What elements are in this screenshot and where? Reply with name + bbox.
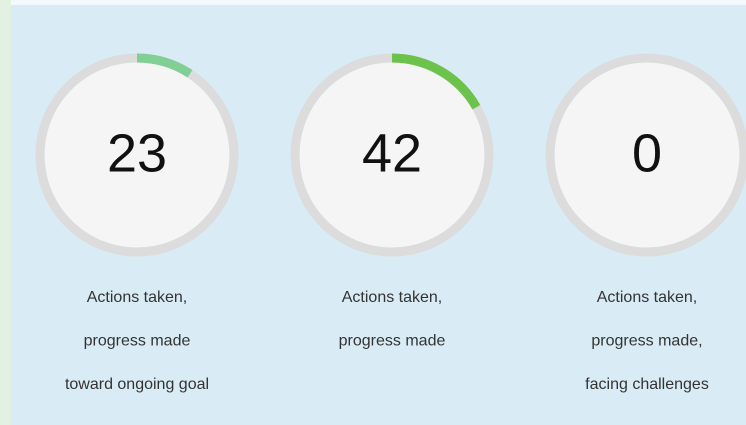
gauge-label: toward ongoing goal [65,376,209,393]
gauge-face [44,62,230,248]
gauge-label: progress made [339,333,446,350]
gauge-label: progress made [84,333,191,350]
gauge-label: Actions taken, [342,289,443,306]
gauge-arc [391,53,481,110]
gauge-arc [136,53,193,78]
gauge-face [299,62,485,248]
gauge-track [545,53,746,257]
gauge-label: facing challenges [585,376,709,393]
gauge-label: Actions taken, [87,289,188,306]
top-edge [0,0,746,5]
gauge-value: 0 [632,123,662,183]
gauge-value: 42 [362,123,422,183]
gauge-label: Actions taken, [597,289,698,306]
left-strip [0,0,11,425]
gauge-face [554,62,740,248]
gauge-label: progress made, [591,333,702,350]
gauge-value: 23 [107,123,167,183]
